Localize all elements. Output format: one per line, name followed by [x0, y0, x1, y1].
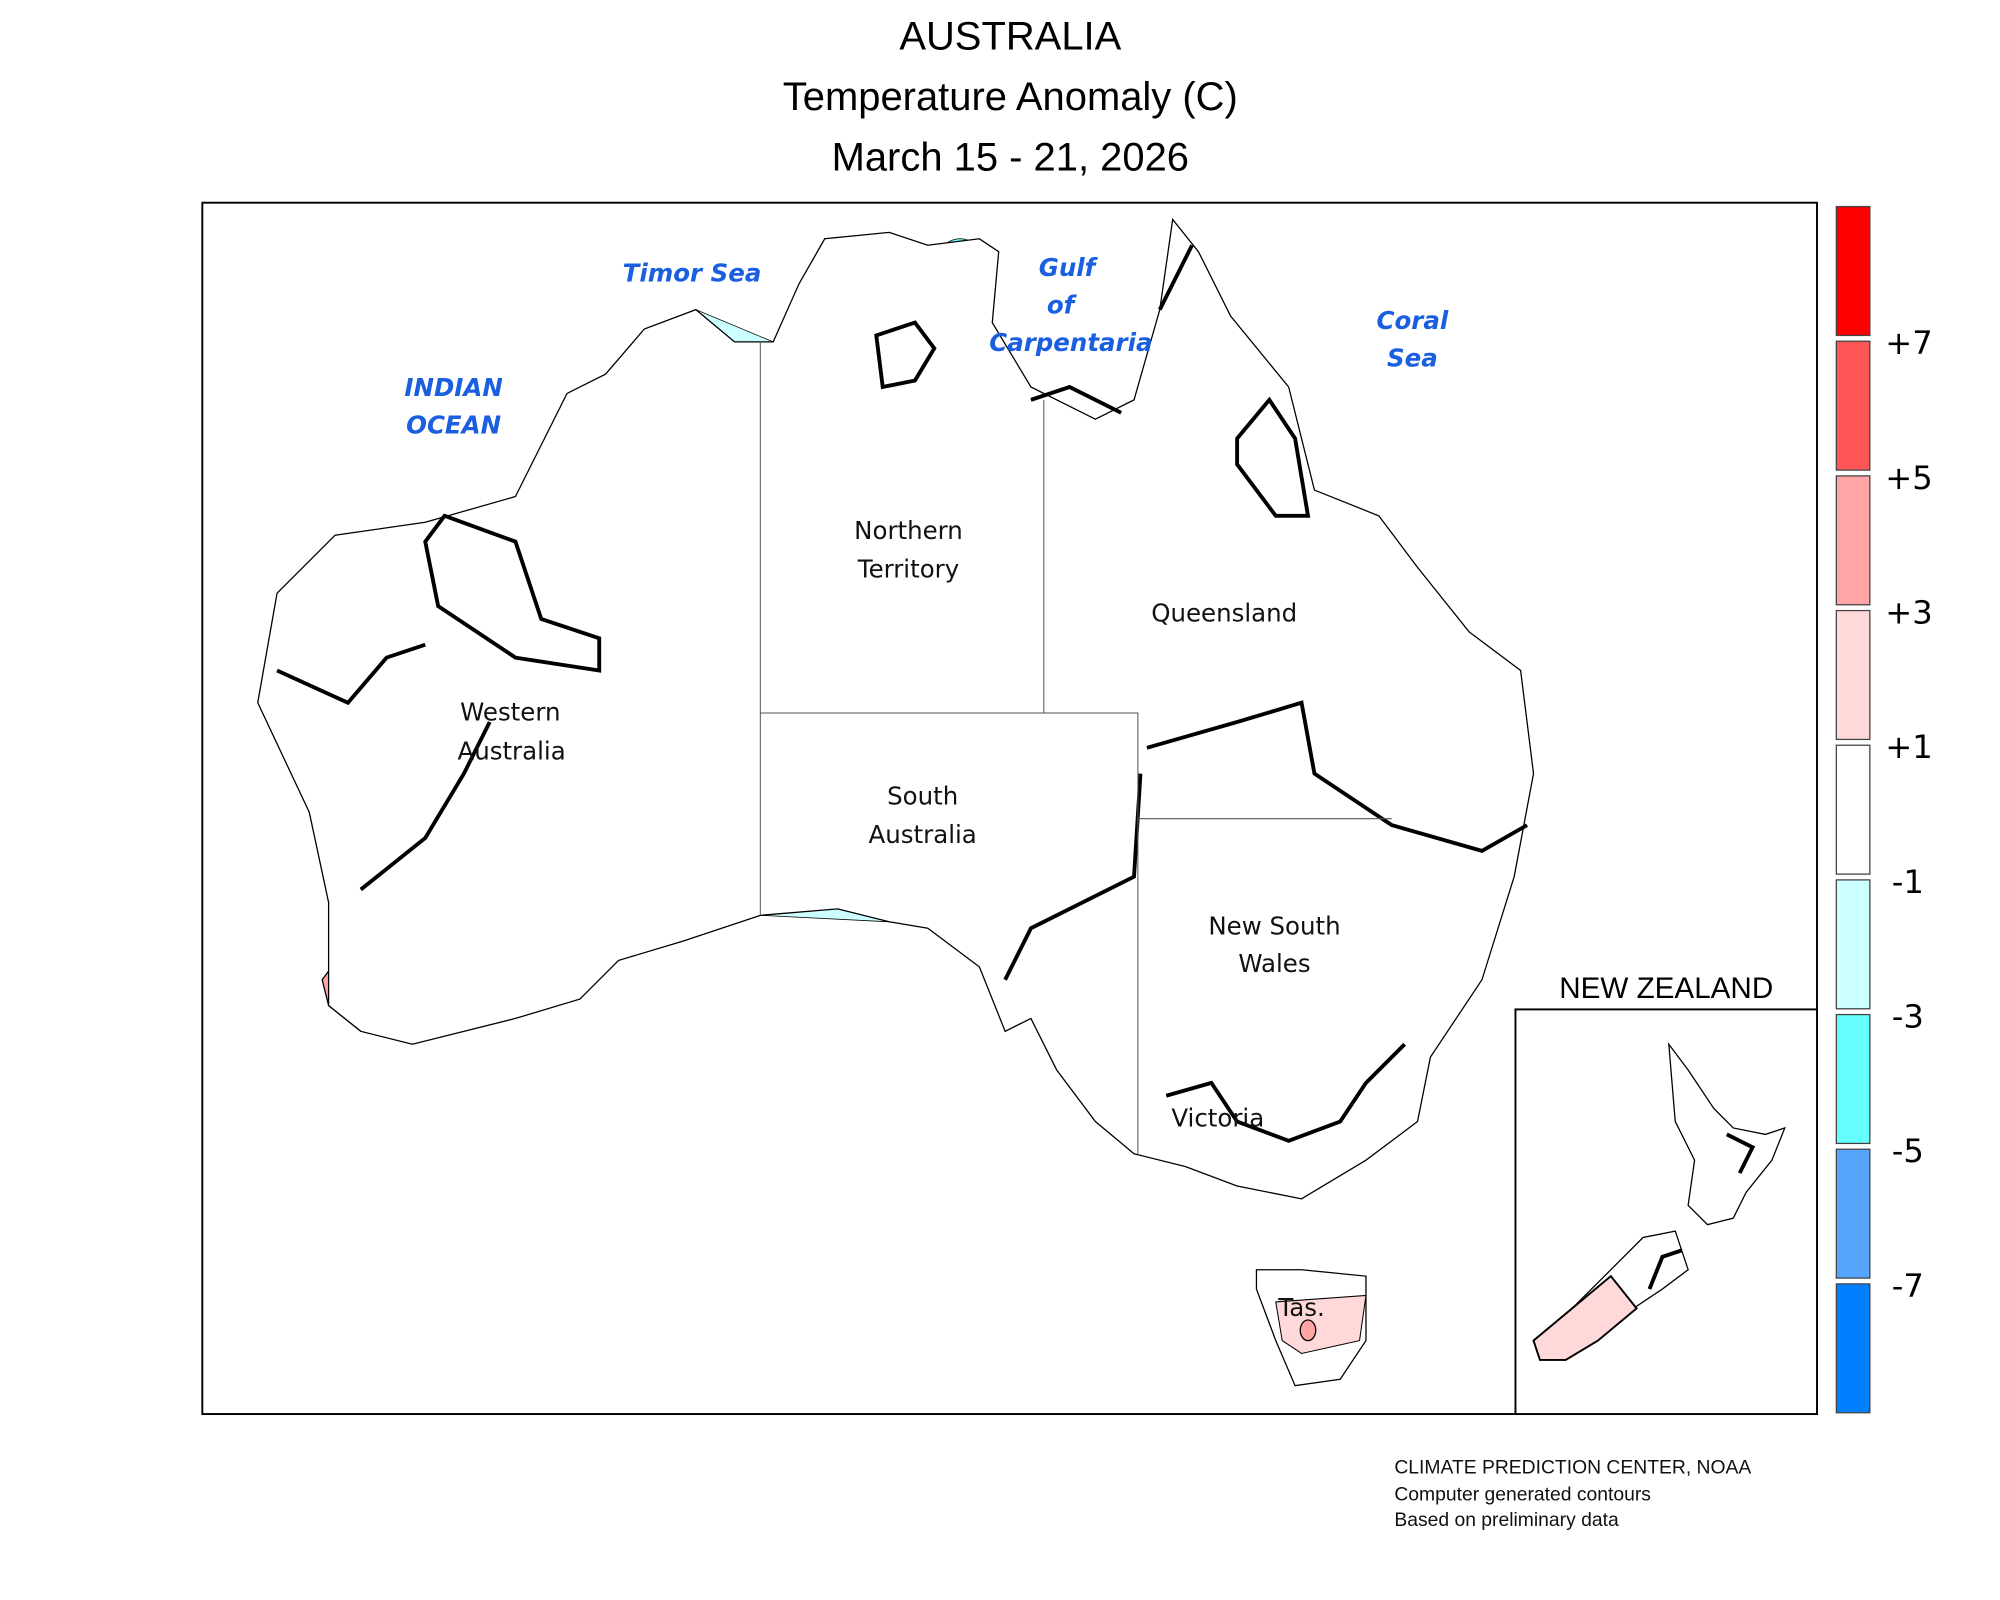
australia-mainland: [257, 218, 1535, 1200]
legend-swatch: [1835, 475, 1871, 606]
label-nsw-2: Wales: [1238, 949, 1310, 978]
new-zealand-inset: NEW ZEALAND: [1514, 972, 1818, 1416]
label-nt-2: Territory: [857, 555, 959, 584]
label-qld: Queensland: [1151, 599, 1297, 628]
legend-label: -1: [1892, 863, 1924, 901]
map-title: AUSTRALIA: [899, 14, 1121, 58]
label-sa-2: Australia: [869, 820, 977, 849]
legend-label: +5: [1885, 459, 1932, 497]
label-sa-1: South: [887, 782, 958, 811]
legend-swatch: [1835, 879, 1871, 1010]
footer-credits: CLIMATE PREDICTION CENTER, NOAA Computer…: [1394, 1457, 1751, 1531]
map-subtitle: Temperature Anomaly (C): [783, 75, 1238, 119]
tasmania: [1255, 1269, 1367, 1387]
label-indian-1: INDIAN: [404, 373, 502, 402]
credit-line-1: CLIMATE PREDICTION CENTER, NOAA: [1394, 1457, 1751, 1478]
label-gulf-1: Gulf: [1039, 253, 1099, 282]
label-gulf-2: of: [1047, 291, 1078, 320]
label-coral-1: Coral: [1377, 306, 1449, 335]
legend-swatch: [1835, 1013, 1871, 1145]
inset-title: NEW ZEALAND: [1559, 972, 1773, 1005]
legend-swatch: [1835, 744, 1871, 875]
legend-swatch: [1835, 1148, 1871, 1279]
label-timor-sea: Timor Sea: [623, 258, 762, 287]
credit-line-3: Based on preliminary data: [1394, 1510, 1619, 1531]
legend-label: +1: [1885, 728, 1932, 766]
legend-swatch: [1835, 1283, 1871, 1414]
label-wa-2: Australia: [457, 736, 565, 765]
ocean-labels: Timor Sea Gulf of Carpentaria Coral Sea …: [404, 253, 1448, 439]
state-borders: [759, 341, 1392, 1154]
legend-label: +7: [1885, 324, 1932, 362]
label-vic: Victoria: [1171, 1104, 1264, 1133]
legend-label: +3: [1885, 593, 1932, 631]
color-legend: +7 +5 +3 +1 -1 -3 -5 -7: [1835, 205, 1933, 1414]
label-wa-1: Western: [460, 698, 560, 727]
legend-label: -7: [1892, 1267, 1924, 1305]
legend-swatch: [1835, 340, 1871, 471]
legend-label: -3: [1892, 997, 1924, 1035]
label-indian-2: OCEAN: [406, 410, 501, 439]
label-nsw-1: New South: [1208, 912, 1340, 941]
label-coral-2: Sea: [1387, 343, 1438, 372]
legend-swatch: [1835, 205, 1871, 337]
credit-line-2: Computer generated contours: [1394, 1484, 1651, 1505]
label-nt-1: Northern: [854, 516, 963, 545]
label-tas: Tas.: [1277, 1293, 1324, 1322]
state-labels: Western Australia Northern Territory Que…: [457, 516, 1340, 1322]
map-date-range: March 15 - 21, 2026: [832, 135, 1189, 179]
legend-swatch: [1835, 609, 1871, 741]
label-gulf-3: Carpentaria: [989, 328, 1152, 357]
legend-label: -5: [1892, 1132, 1924, 1170]
